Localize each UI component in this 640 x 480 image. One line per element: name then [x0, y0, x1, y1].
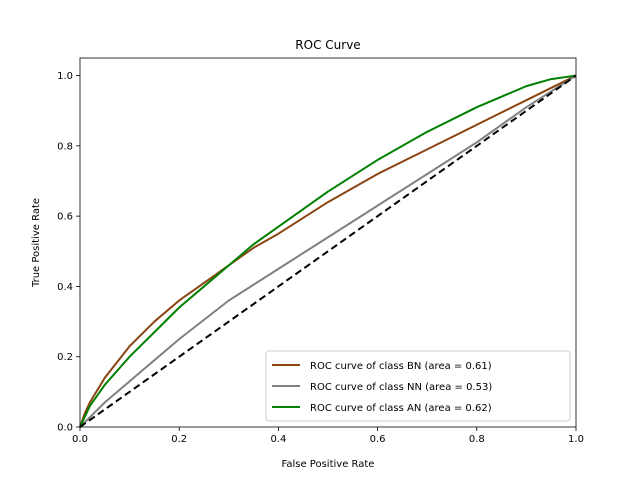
plot-area [79, 74, 577, 428]
y-tick-label: 0.0 [57, 423, 73, 434]
y-axis-label: True Positive Rate [31, 198, 42, 288]
axis-ticks: 0.0 0.2 0.4 0.6 0.8 1.0 0.0 0.2 0.4 0.6 0.8 1.0 [57, 71, 584, 445]
y-tick-label: 0.4 [57, 282, 73, 293]
x-tick-label: 1.0 [568, 434, 584, 445]
chart-title: ROC Curve [295, 38, 360, 52]
chance-diagonal-line [79, 74, 577, 428]
plot-frame [79, 57, 577, 428]
legend-label: ROC curve of class BN (area = 0.61) [310, 361, 492, 372]
series-line-2 [79, 74, 577, 428]
y-tick-label: 0.2 [57, 352, 73, 363]
x-tick-label: 0.4 [270, 434, 286, 445]
legend: ROC curve of class BN (area = 0.61) ROC c… [265, 350, 571, 422]
x-tick-label: 0.6 [370, 434, 386, 445]
series-line-1 [79, 74, 577, 428]
x-tick-label: 0.8 [469, 434, 485, 445]
legend-box [265, 350, 571, 422]
x-tick-label: 0.0 [72, 434, 88, 445]
y-tick-label: 0.6 [57, 212, 73, 223]
y-tick-label: 1.0 [57, 71, 73, 82]
y-tick-label: 0.8 [57, 141, 73, 152]
x-axis-label: False Positive Rate [282, 459, 375, 470]
legend-label: ROC curve of class NN (area = 0.53) [310, 382, 492, 393]
legend-label: ROC curve of class AN (area = 0.62) [310, 403, 492, 414]
x-tick-label: 0.2 [171, 434, 187, 445]
